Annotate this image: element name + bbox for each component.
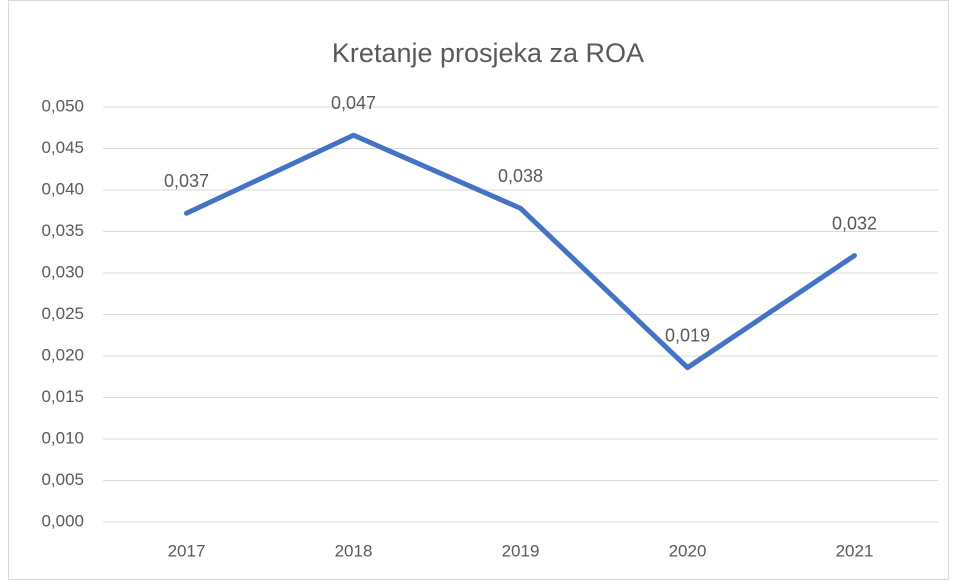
x-tick-label: 2020 <box>669 541 707 560</box>
y-tick-label: 0,015 <box>41 387 84 406</box>
line <box>184 132 857 371</box>
y-tick-label: 0,035 <box>41 221 84 240</box>
data-label: 0,019 <box>665 325 710 345</box>
chart-border <box>8 0 949 580</box>
y-tick-label: 0,000 <box>41 511 84 530</box>
x-tick-label: 2018 <box>335 541 373 560</box>
y-tick-label: 0,045 <box>41 138 84 157</box>
y-tick-label: 0,010 <box>41 428 84 447</box>
y-tick-label: 0,020 <box>41 345 84 364</box>
data-label: 0,047 <box>331 93 376 113</box>
x-tick-label: 2017 <box>168 541 206 560</box>
x-tick-label: 2019 <box>502 541 540 560</box>
y-tick-label: 0,005 <box>41 470 84 489</box>
y-tick-label: 0,030 <box>41 262 84 281</box>
data-label: 0,032 <box>832 213 877 233</box>
y-tick-label: 0,025 <box>41 304 84 323</box>
y-tick-label: 0,040 <box>41 179 84 198</box>
x-tick-label: 2021 <box>836 541 874 560</box>
data-label: 0,038 <box>498 166 543 186</box>
y-tick-label: 0,050 <box>41 96 84 115</box>
chart-title: Kretanje prosjeka za ROA <box>332 38 644 68</box>
data-label: 0,037 <box>164 171 209 191</box>
